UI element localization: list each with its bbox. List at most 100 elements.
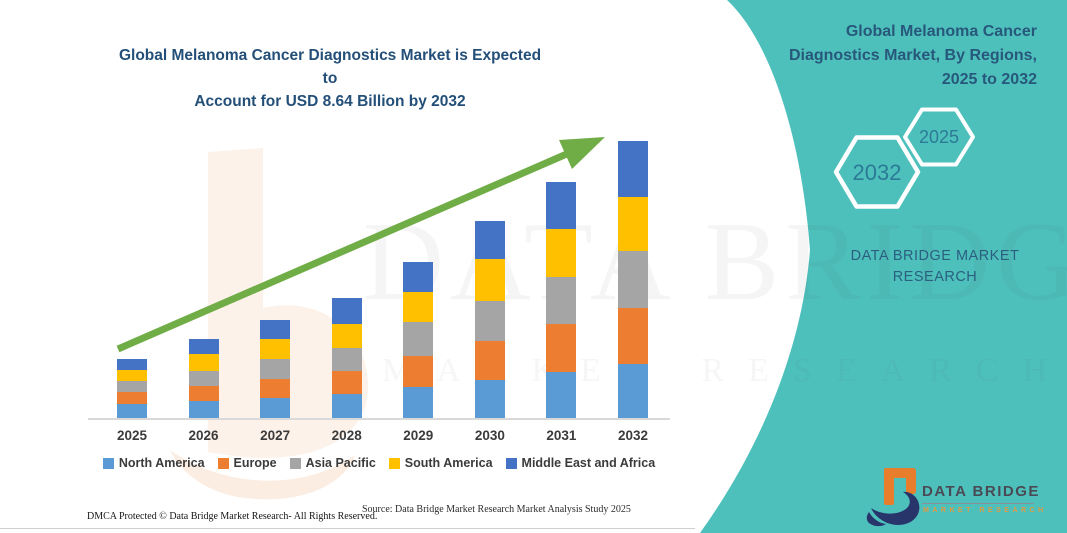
- bar-segment: [117, 359, 147, 371]
- side-panel-title-line1: Global Melanoma Cancer: [845, 23, 1037, 40]
- logo-watermark-swoosh: [170, 450, 355, 500]
- bar-segment: [546, 182, 577, 229]
- x-tick-label: 2027: [260, 428, 291, 443]
- dmca-notice: DMCA Protected © Data Bridge Market Rese…: [87, 511, 378, 522]
- stacked-bar-2027: [260, 320, 291, 419]
- bar-segment: [117, 370, 147, 382]
- bar-segment: [117, 392, 147, 404]
- stacked-bar-2029: [403, 262, 434, 419]
- teal-side-panel: [700, 0, 1067, 533]
- legend-item: North America: [102, 456, 205, 470]
- bar-segment: [188, 353, 219, 371]
- legend-label: Middle East and Africa: [521, 456, 656, 470]
- legend-label: North America: [118, 456, 205, 470]
- logo-name: DATA BRIDGE: [922, 483, 1040, 500]
- side-panel-title: Global Melanoma Cancer Diagnostics Marke…: [707, 20, 1037, 92]
- hexagon-2032-label: 2032: [852, 160, 902, 185]
- bar-segment: [260, 359, 291, 380]
- bar-segment: [617, 307, 648, 364]
- bar-segment: [474, 341, 505, 380]
- stacked-bar-2026: [188, 338, 219, 419]
- bar-segment: [403, 387, 434, 419]
- x-tick-label: 2030: [474, 428, 505, 443]
- x-tick-label: 2026: [188, 428, 219, 443]
- bar-segment: [188, 338, 219, 354]
- bar-segment: [331, 370, 362, 394]
- bar-segment: [331, 297, 362, 325]
- legend-item: Asia Pacific: [289, 456, 376, 470]
- hexagon-2025-outline: [903, 107, 975, 167]
- bar-segment: [188, 385, 219, 401]
- bar-segment: [260, 339, 291, 360]
- growth-arrow-shaft: [116, 149, 571, 353]
- legend-swatch: [217, 457, 229, 469]
- stacked-bar-2025: [117, 359, 147, 419]
- bottom-divider: [0, 528, 695, 529]
- bar-segment: [403, 356, 434, 388]
- legend-label: South America: [404, 456, 493, 470]
- stacked-bar-2030: [474, 221, 505, 419]
- bar-segment: [117, 403, 147, 419]
- growth-arrow-head: [559, 137, 605, 169]
- logo-tagline: MARKET RESEARCH: [923, 507, 1047, 514]
- side-panel-title-line2: Diagnostics Market, By Regions,: [788, 47, 1037, 64]
- x-tick-label: 2031: [546, 428, 577, 443]
- plot-area: [90, 139, 668, 419]
- legend: North America Europe Asia Pacific South Ame…: [88, 456, 670, 470]
- bar-segment: [331, 347, 362, 371]
- bar-segment: [474, 301, 505, 341]
- legend-swatch: [102, 457, 114, 469]
- bar-segment: [403, 292, 434, 323]
- stacked-bar-2032: [617, 140, 648, 419]
- x-axis-labels: 2025 2026 2027 2028 2029 2030 2031 2032: [90, 428, 668, 446]
- side-panel-title-line3: 2025 to 2032: [941, 71, 1037, 88]
- bar-segment: [617, 196, 648, 251]
- hexagon-2025-label: 2025: [918, 127, 960, 147]
- bar-segment: [546, 372, 577, 419]
- bar-segment: [617, 250, 648, 308]
- bar-segment: [117, 381, 147, 393]
- bar-segment: [474, 221, 505, 260]
- bar-segment: [474, 259, 505, 302]
- legend-item: Middle East and Africa: [505, 456, 656, 470]
- bar-segment: [546, 229, 577, 277]
- chart-title-line1: Global Melanoma Cancer Diagnostics Marke…: [118, 47, 542, 87]
- bar-segment: [331, 324, 362, 348]
- stacked-bar-2028: [331, 297, 362, 419]
- chart-title: Global Melanoma Cancer Diagnostics Marke…: [118, 44, 542, 113]
- legend-swatch: [289, 457, 301, 469]
- hexagon-2032-outline: [833, 135, 921, 209]
- bar-segment: [188, 370, 219, 386]
- chart-title-line2: Account for USD 8.64 Billion by 2032: [194, 93, 466, 110]
- legend-swatch: [388, 457, 400, 469]
- bar-segment: [403, 322, 434, 357]
- bar-segment: [331, 393, 362, 419]
- x-tick-label: 2032: [617, 428, 648, 443]
- source-note: Source: Data Bridge Market Research Mark…: [362, 504, 631, 515]
- x-tick-label: 2028: [331, 428, 362, 443]
- bar-segment: [546, 324, 577, 372]
- x-tick-label: 2025: [116, 428, 148, 443]
- legend-swatch: [505, 457, 517, 469]
- bar-segment: [617, 363, 648, 419]
- bar-segment: [617, 140, 648, 197]
- bar-segment: [188, 401, 219, 419]
- bar-segment: [403, 262, 434, 293]
- bar-segment: [260, 398, 291, 419]
- bar-segment: [260, 379, 291, 399]
- logo-watermark-shape: [208, 148, 369, 458]
- bar-segment: [260, 320, 291, 340]
- bar-segment: [474, 380, 505, 419]
- stacked-bar-2031: [546, 182, 577, 419]
- logo-divider: [922, 503, 1034, 504]
- legend-label: Europe: [233, 456, 277, 470]
- bar-segment: [546, 277, 577, 324]
- legend-label: Asia Pacific: [305, 456, 376, 470]
- logo-mark: [866, 468, 920, 527]
- x-tick-label: 2029: [403, 428, 434, 443]
- brand-text: DATA BRIDGE MARKET RESEARCH: [850, 248, 1020, 285]
- legend-item: South America: [388, 456, 493, 470]
